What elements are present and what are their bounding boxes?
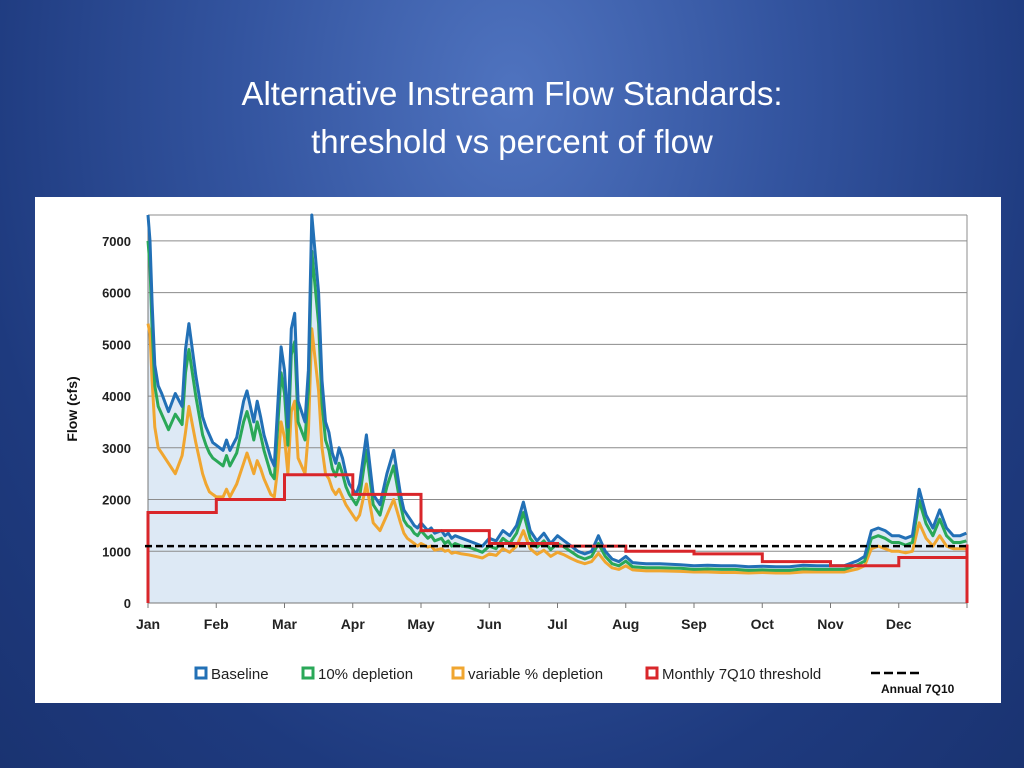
y-tick-label: 6000	[102, 286, 131, 301]
legend-baseline-swatch	[194, 666, 208, 680]
y-tick-label: 0	[124, 596, 131, 611]
x-tick-label: Jan	[136, 616, 160, 632]
chart-panel: 0 1000 2000 3000 4000 5000 6000 7000 Jan Feb Mar Ap…	[35, 197, 1001, 703]
x-tick-label: Apr	[341, 616, 366, 632]
y-axis-label: Flow (cfs)	[64, 376, 80, 441]
x-tick-label: Feb	[204, 616, 229, 632]
x-tick-label: Sep	[681, 616, 707, 632]
flow-chart: 0 1000 2000 3000 4000 5000 6000 7000 Jan Feb Mar Ap…	[64, 213, 969, 696]
y-tick-label: 4000	[102, 389, 131, 404]
x-tick-label: Oct	[751, 616, 775, 632]
x-tick-label: Aug	[612, 616, 639, 632]
x-tick-label: Dec	[886, 616, 912, 632]
x-tick-label: Jul	[547, 616, 567, 632]
legend-threshold-swatch	[645, 666, 659, 680]
legend-depletion10-label: 10% depletion	[318, 666, 413, 683]
y-tick-label: 2000	[102, 493, 131, 508]
slide-title-line-1: Alternative Instream Flow Standards:	[241, 75, 783, 112]
x-tick-label: May	[407, 616, 434, 632]
slide-title-line-2: threshold vs percent of flow	[311, 123, 713, 160]
legend-baseline-label: Baseline	[211, 666, 269, 683]
baseline-area	[148, 215, 967, 603]
series-depletion10-line	[146, 240, 967, 572]
legend-annual-label: Annual 7Q10	[881, 682, 955, 696]
slide-title: Alternative Instream Flow Standards: thr…	[0, 70, 1024, 166]
y-tick-label: 3000	[102, 441, 131, 456]
x-tick-label: Jun	[477, 616, 502, 632]
x-tick-label: Mar	[272, 616, 297, 632]
series-variable-line	[146, 323, 967, 575]
legend-depletion10-swatch	[301, 666, 315, 680]
y-tick-label: 5000	[102, 337, 131, 352]
y-tick-label: 7000	[102, 234, 131, 249]
legend-variable-swatch	[451, 666, 465, 680]
y-tick-label: 1000	[102, 544, 131, 559]
legend-variable-label: variable % depletion	[468, 666, 603, 683]
x-tick-label: Nov	[817, 616, 844, 632]
legend-threshold-label: Monthly 7Q10 threshold	[662, 666, 821, 683]
